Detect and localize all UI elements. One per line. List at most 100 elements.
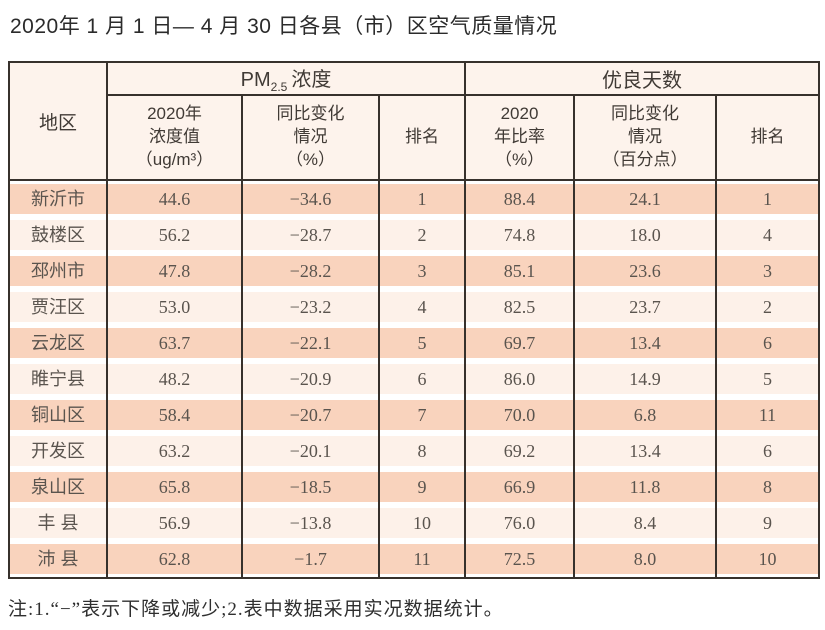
pm-rank-cell: 3 [377, 253, 467, 289]
days-change-cell: 14.9 [573, 361, 718, 397]
days-change-cell: 13.4 [573, 325, 718, 361]
table-row: 鼓楼区 56.2 −28.7 2 74.8 18.0 4 [8, 217, 821, 253]
days-ratio-cell: 70.0 [464, 397, 576, 433]
days-rank-cell: 4 [715, 217, 821, 253]
pm-value-cell: 58.4 [106, 397, 243, 433]
pm-change-cell: −1.7 [241, 541, 380, 578]
pm-change-cell: −18.5 [241, 469, 380, 505]
pm-value-cell: 63.7 [106, 325, 243, 361]
pm-value-cell: 53.0 [106, 289, 243, 325]
region-cell: 云龙区 [8, 325, 108, 361]
days-ratio-cell: 82.5 [464, 289, 576, 325]
pm-value-cell: 56.9 [106, 505, 243, 541]
pm-value-cell: 56.2 [106, 217, 243, 253]
pm-change-cell: −13.8 [241, 505, 380, 541]
pm-change-cell: −20.9 [241, 361, 380, 397]
pm-rank-cell: 11 [377, 541, 467, 578]
days-ratio-cell: 74.8 [464, 217, 576, 253]
pm-rank-cell: 5 [377, 325, 467, 361]
pm-change-cell: −22.1 [241, 325, 380, 361]
days-change-cell: 18.0 [573, 217, 718, 253]
region-cell: 贾汪区 [8, 289, 108, 325]
days-rank-cell: 6 [715, 325, 821, 361]
pm-rank-cell: 1 [377, 180, 467, 217]
region-cell: 邳州市 [8, 253, 108, 289]
column-header-days-ratio: 2020 年比率 （%） [464, 94, 576, 181]
table-row: 铜山区 58.4 −20.7 7 70.0 6.8 11 [8, 397, 821, 433]
pm-rank-cell: 7 [377, 397, 467, 433]
column-header-pm-rank: 排名 [377, 94, 467, 181]
column-header-days-rank: 排名 [715, 94, 821, 181]
region-cell: 沛 县 [8, 541, 108, 578]
table-row: 睢宁县 48.2 −20.9 6 86.0 14.9 5 [8, 361, 821, 397]
days-ratio-cell: 72.5 [464, 541, 576, 578]
region-cell: 睢宁县 [8, 361, 108, 397]
days-rank-cell: 6 [715, 433, 821, 469]
pm-rank-cell: 10 [377, 505, 467, 541]
pm-rank-cell: 6 [377, 361, 467, 397]
days-rank-cell: 10 [715, 541, 821, 578]
pm-rank-cell: 8 [377, 433, 467, 469]
days-change-cell: 23.6 [573, 253, 718, 289]
days-rank-cell: 8 [715, 469, 821, 505]
table-row: 新沂市 44.6 −34.6 1 88.4 24.1 1 [8, 180, 821, 217]
table-row: 沛 县 62.8 −1.7 11 72.5 8.0 10 [8, 541, 821, 578]
region-cell: 鼓楼区 [8, 217, 108, 253]
region-cell: 泉山区 [8, 469, 108, 505]
days-rank-cell: 3 [715, 253, 821, 289]
pm-value-cell: 65.8 [106, 469, 243, 505]
region-cell: 开发区 [8, 433, 108, 469]
days-rank-cell: 1 [715, 180, 821, 217]
table-row: 开发区 63.2 −20.1 8 69.2 13.4 6 [8, 433, 821, 469]
pm25-label-suffix: 浓度 [291, 69, 332, 91]
group-header-good-days: 优良天数 [464, 61, 821, 96]
pm-value-cell: 48.2 [106, 361, 243, 397]
days-change-cell: 8.0 [573, 541, 718, 578]
days-change-cell: 11.8 [573, 469, 718, 505]
footnote: 注:1.“−”表示下降或减少;2.表中数据采用实况数据统计。 [8, 599, 504, 620]
days-ratio-cell: 76.0 [464, 505, 576, 541]
pm-change-cell: −23.2 [241, 289, 380, 325]
pm-value-cell: 44.6 [106, 180, 243, 217]
pm-change-cell: −20.1 [241, 433, 380, 469]
pm-rank-cell: 4 [377, 289, 467, 325]
region-cell: 新沂市 [8, 180, 108, 217]
pm-value-cell: 62.8 [106, 541, 243, 578]
region-cell: 铜山区 [8, 397, 108, 433]
days-ratio-cell: 69.2 [464, 433, 576, 469]
days-change-cell: 23.7 [573, 289, 718, 325]
group-header-pm25: PM2.5 浓度 [105, 61, 467, 96]
region-cell: 丰 县 [8, 505, 108, 541]
pm25-label-subscript: 2.5 [270, 80, 288, 94]
pm-change-cell: −28.2 [241, 253, 380, 289]
page-title: 2020年 1 月 1 日— 4 月 30 日各县（市）区空气质量情况 [10, 15, 558, 38]
pm-rank-cell: 9 [377, 469, 467, 505]
days-change-cell: 13.4 [573, 433, 718, 469]
column-header-pm-change: 同比变化 情况 （%） [241, 94, 380, 181]
days-rank-cell: 9 [715, 505, 821, 541]
column-header-pm-value: 2020年 浓度值 （ug/m³） [106, 94, 243, 181]
days-rank-cell: 2 [715, 289, 821, 325]
pm-change-cell: −34.6 [241, 180, 380, 217]
days-ratio-cell: 88.4 [464, 180, 576, 217]
days-change-cell: 6.8 [573, 397, 718, 433]
pm-value-cell: 47.8 [106, 253, 243, 289]
days-ratio-cell: 86.0 [464, 361, 576, 397]
pm-rank-cell: 2 [377, 217, 467, 253]
column-header-region: 地区 [8, 61, 108, 181]
days-ratio-cell: 69.7 [464, 325, 576, 361]
table-row: 云龙区 63.7 −22.1 5 69.7 13.4 6 [8, 325, 821, 361]
days-rank-cell: 11 [715, 397, 821, 433]
table-row: 邳州市 47.8 −28.2 3 85.1 23.6 3 [8, 253, 821, 289]
days-change-cell: 24.1 [573, 180, 718, 217]
air-quality-table: 地区 PM2.5 浓度 优良天数 2020年 浓度值 （ug/m³） 同比变化 情… [8, 61, 821, 579]
group-header-row: 地区 PM2.5 浓度 优良天数 [8, 61, 821, 181]
table-row: 泉山区 65.8 −18.5 9 66.9 11.8 8 [8, 469, 821, 505]
pm25-label-prefix: PM [240, 69, 271, 91]
days-ratio-cell: 85.1 [464, 253, 576, 289]
table-row: 丰 县 56.9 −13.8 10 76.0 8.4 9 [8, 505, 821, 541]
sub-header-row: 2020年 浓度值 （ug/m³） 同比变化 情况 （%） 排名 2020 年比… [9, 94, 821, 181]
pm-change-cell: −20.7 [241, 397, 380, 433]
column-header-days-change: 同比变化 情况 （百分点） [573, 94, 718, 181]
pm-value-cell: 63.2 [106, 433, 243, 469]
